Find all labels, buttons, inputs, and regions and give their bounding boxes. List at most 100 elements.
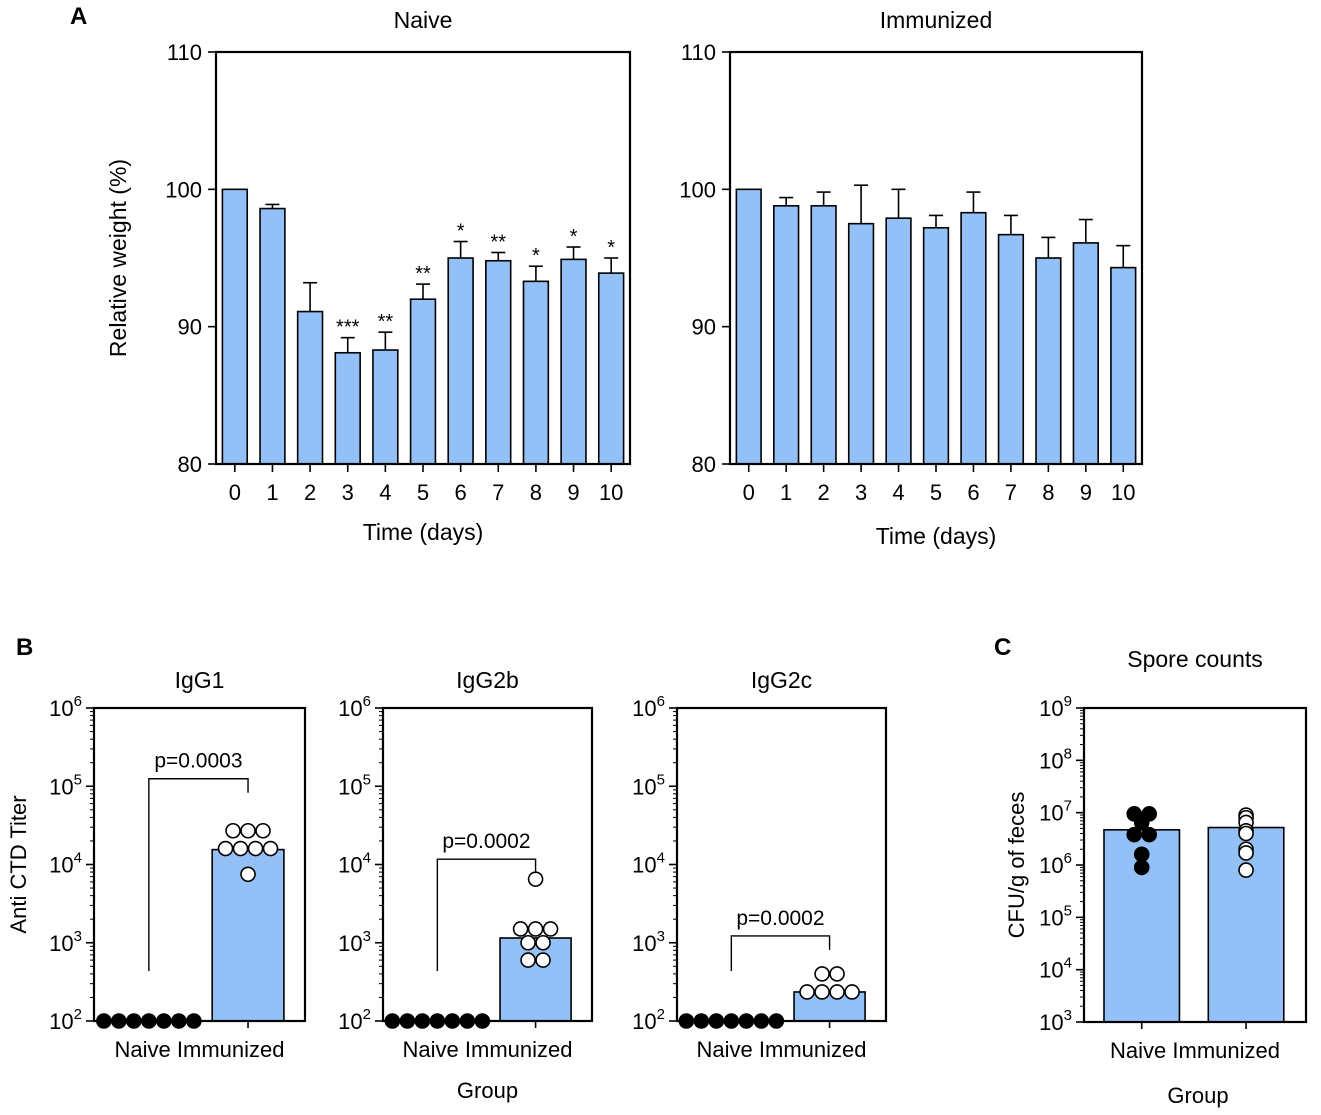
bar-day-10: [1110, 266, 1137, 465]
chart-title: IgG2b: [456, 667, 519, 693]
bar-day-3: [847, 222, 875, 465]
y-tick-label-1e5: 105: [338, 771, 371, 799]
y-tick-label-1e3: 103: [49, 928, 82, 956]
bar-immunized: [499, 937, 572, 1022]
x-tick-label-day-9: 9: [567, 480, 579, 505]
bar-day-6: [960, 211, 987, 465]
y-tick-label-1e9: 109: [1039, 693, 1072, 721]
y-tick-label-1e5: 105: [1039, 902, 1072, 930]
data-point-immunized: [527, 921, 544, 937]
significance-bracket: [436, 858, 537, 971]
y-tick-label-1e3: 103: [338, 928, 371, 956]
plot-frame: [1082, 706, 1308, 1024]
data-point-immunized: [542, 921, 559, 937]
chart-title: IgG2c: [751, 667, 812, 693]
bar-day-4: [372, 349, 399, 465]
chart-title: IgG1: [175, 667, 225, 693]
panel-letter-b: B: [16, 634, 33, 661]
x-tick-label-day-10: 10: [1111, 480, 1135, 505]
data-point-immunized: [829, 984, 845, 1000]
data-point-immunized: [232, 840, 249, 857]
x-axis-group-label: Group: [457, 1078, 518, 1103]
bar-day-9: [560, 258, 587, 465]
y-tick-label-1e6: 106: [338, 693, 371, 721]
data-point-immunized: [814, 984, 830, 1000]
y-tick-label-1e4: 104: [338, 850, 371, 878]
data-point-immunized: [225, 822, 241, 839]
bar-day-1: [773, 205, 800, 465]
plot-frame: [214, 50, 632, 466]
chart-A-immunized: Immunized 0 1 2 3 4 5 6 7 8 9 10 80 90 100 110 Time (day…: [679, 7, 1144, 549]
chart-A-naive: Naive 0 1 2 *** 3 ** 4 ** 5 * 6 ** 7 * 8 * 9 * 10 80 90 100 110…: [105, 7, 632, 545]
chart-B-igg2b: IgG2b p=0.0002 102 103 104 105 106 Naive Immuni…: [338, 667, 594, 1103]
x-tick-labels: Naive Immunized: [1110, 1038, 1280, 1063]
y-tick-label-1e6: 106: [632, 693, 665, 721]
bar-day-8: [522, 280, 550, 465]
y-tick-label-1e4: 104: [1039, 955, 1072, 983]
data-point-immunized: [527, 871, 544, 887]
data-point-immunized: [520, 934, 536, 951]
p-value-label: p=0.0002: [442, 830, 530, 853]
x-tick-label-day-1: 1: [266, 480, 278, 505]
x-tick-label-day-6: 6: [455, 480, 467, 505]
y-tick-label-1e3: 103: [632, 928, 665, 956]
data-point-naive: [1133, 814, 1150, 831]
bar-day-4: [885, 217, 912, 465]
significance-label-day-7: **: [490, 232, 506, 254]
chart-B-igg1: IgG1 p=0.0003 102 103 104 105 106 Naive Immuniz…: [6, 667, 307, 1062]
data-point-immunized: [799, 984, 815, 1000]
x-tick-label-day-7: 7: [492, 480, 504, 505]
plot-frame: [92, 706, 307, 1023]
data-point-naive: [1126, 826, 1143, 843]
x-tick-label-day-4: 4: [892, 480, 904, 505]
y-tick-label-1e4: 104: [632, 850, 665, 878]
y-tick-label-1e3: 103: [1039, 1007, 1072, 1035]
x-tick-label-day-2: 2: [304, 480, 316, 505]
y-tick-label-1e6: 106: [49, 693, 82, 721]
y-tick-label-80: 80: [178, 452, 202, 477]
y-tick-label-100: 100: [679, 177, 716, 202]
data-point-immunized: [262, 840, 279, 857]
y-tick-label-1e5: 105: [49, 771, 82, 799]
x-tick-label-day-5: 5: [930, 480, 942, 505]
y-tick-label-1e2: 102: [338, 1006, 371, 1034]
bar-day-5: [922, 226, 950, 465]
data-point-immunized: [1238, 825, 1254, 842]
plot-frame: [381, 706, 594, 1023]
x-tick-labels: Naive Immunized: [115, 1037, 285, 1062]
data-point-immunized: [520, 952, 536, 968]
data-point-immunized: [240, 822, 256, 839]
x-axis-label: Time (days): [876, 523, 997, 549]
chart-title: Spore counts: [1127, 646, 1263, 672]
x-tick-label-day-1: 1: [780, 480, 792, 505]
chart-B-igg2c: IgG2c p=0.0002 102 103 104 105 106 Naive Immuni…: [632, 667, 888, 1062]
data-point-naive: [1141, 826, 1158, 843]
x-tick-label-day-8: 8: [530, 480, 542, 505]
x-tick-label-day-5: 5: [417, 480, 429, 505]
chart-title: Naive: [394, 7, 453, 33]
y-axis-label: Relative weight (%): [105, 159, 131, 357]
y-tick-label-90: 90: [178, 315, 202, 340]
bar-day-10: [597, 272, 625, 465]
x-tick-label-day-2: 2: [818, 480, 830, 505]
panel-letter-a: A: [70, 3, 87, 30]
data-point-immunized: [512, 921, 529, 937]
y-tick-label-100: 100: [165, 177, 202, 202]
significance-label-day-8: *: [532, 245, 540, 267]
data-point-immunized: [535, 952, 551, 968]
data-point-immunized: [844, 984, 860, 1000]
x-tick-label-day-7: 7: [1005, 480, 1017, 505]
x-tick-labels: Naive Immunized: [403, 1037, 573, 1062]
x-tick-label-day-6: 6: [967, 480, 979, 505]
bar-day-2: [296, 310, 324, 465]
bar-day-7: [485, 259, 512, 465]
plot-frame: [728, 50, 1144, 466]
bar-day-9: [1072, 242, 1099, 465]
data-point-immunized: [535, 934, 551, 951]
bar-day-0: [735, 188, 762, 465]
data-point-naive: [1133, 846, 1150, 863]
y-tick-label-1e2: 102: [49, 1006, 82, 1034]
panel-letter-c: C: [994, 634, 1011, 661]
significance-label-day-9: *: [570, 226, 578, 248]
y-axis-label: Anti CTD Titer: [6, 795, 31, 933]
